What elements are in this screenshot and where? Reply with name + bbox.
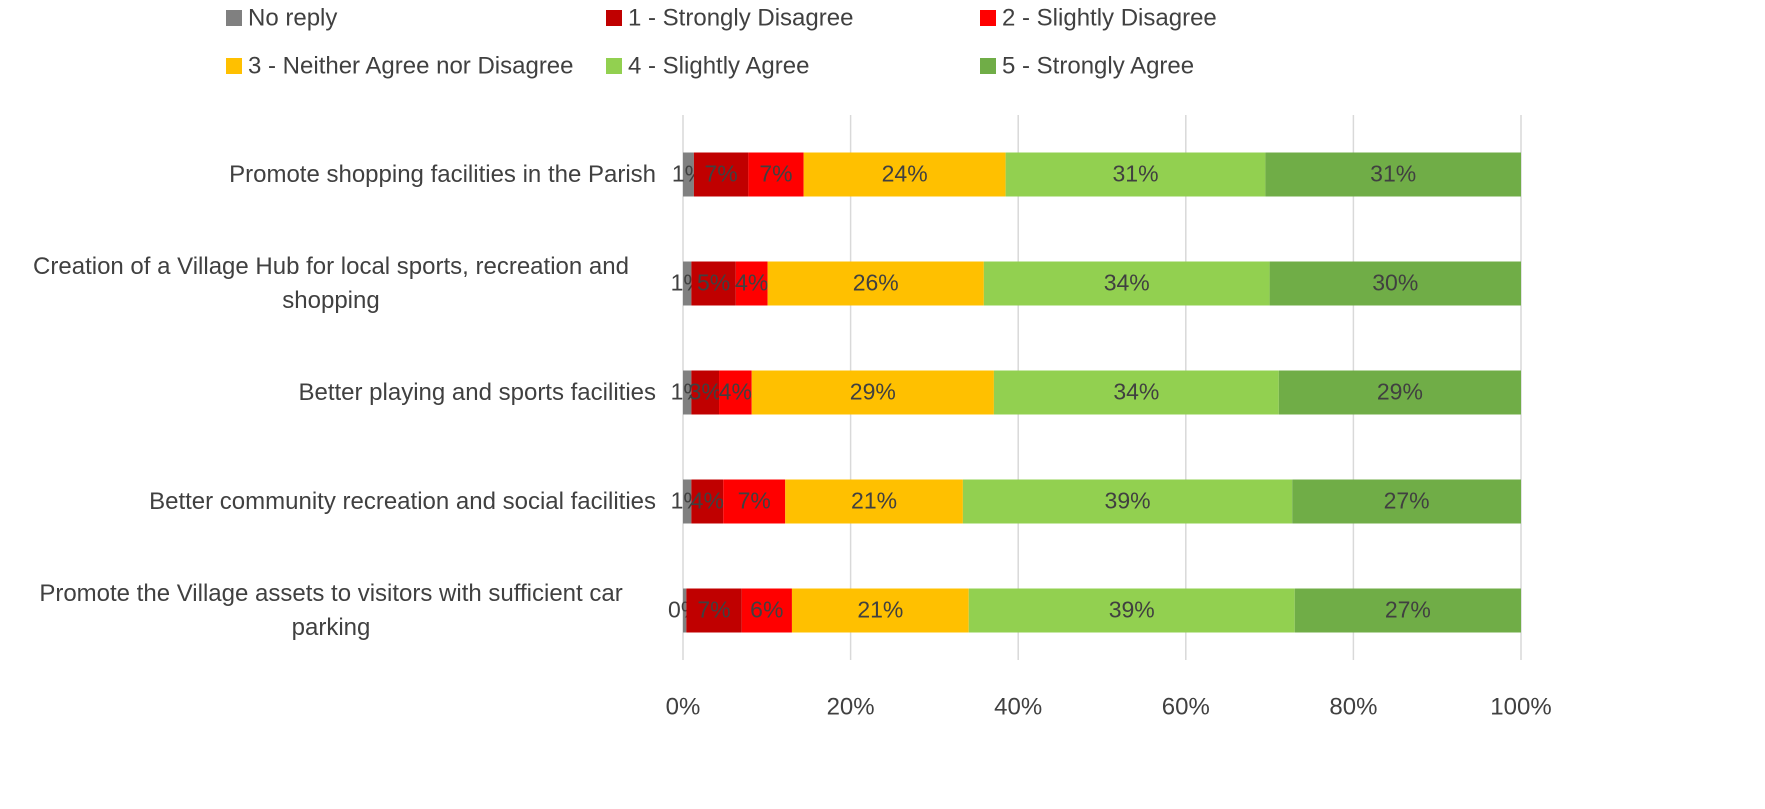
bar-segment	[962, 479, 1293, 524]
bar-segment	[735, 261, 768, 306]
data-label: 21%	[851, 488, 897, 514]
category-label: Promote the Village assets to visitors w…	[0, 577, 656, 645]
legend-label: No reply	[248, 4, 337, 31]
bar-segment	[741, 588, 792, 633]
data-label: 30%	[1372, 270, 1418, 296]
category-text: Better community recreation and social f…	[149, 487, 656, 515]
x-tick-label: 40%	[994, 693, 1042, 720]
category-label: Promote shopping facilities in the Paris…	[0, 158, 656, 192]
bar-segment	[686, 588, 742, 633]
category-text: Promote the Village assets to visitors w…	[39, 579, 623, 641]
category-text: Creation of a Village Hub for local spor…	[33, 252, 629, 314]
x-tick-label: 20%	[827, 693, 875, 720]
data-label: 26%	[853, 270, 899, 296]
legend-swatch	[980, 58, 996, 74]
x-tick-label: 100%	[1490, 693, 1551, 720]
data-label: 27%	[1385, 597, 1431, 623]
legend-label: 4 - Slightly Agree	[628, 52, 809, 79]
bar-segment	[683, 261, 692, 306]
category-text: Better playing and sports facilities	[298, 378, 656, 406]
bar-segment	[683, 152, 694, 197]
data-label: 24%	[882, 161, 928, 187]
bar-segment	[1265, 152, 1521, 197]
bar-segment	[683, 370, 692, 415]
category-label: Better community recreation and social f…	[0, 485, 656, 519]
bar-segment	[719, 370, 752, 415]
data-label: 6%	[750, 597, 783, 623]
legend-swatch	[226, 10, 242, 26]
data-label: 29%	[1377, 379, 1423, 405]
data-label: 7%	[738, 488, 771, 514]
legend-swatch	[226, 58, 242, 74]
bar-segment	[691, 261, 736, 306]
bar-segment	[693, 152, 749, 197]
bar-segment	[968, 588, 1295, 633]
bar-segment	[767, 261, 984, 306]
data-label: 29%	[850, 379, 896, 405]
bar-segment	[1005, 152, 1266, 197]
bar-segment	[683, 479, 692, 524]
legend-swatch	[606, 58, 622, 74]
data-label: 27%	[1384, 488, 1430, 514]
data-label: 7%	[705, 161, 738, 187]
data-label: 7%	[759, 161, 792, 187]
bar-segment	[983, 261, 1270, 306]
x-tick-label: 80%	[1329, 693, 1377, 720]
bar-segment	[791, 588, 969, 633]
data-label: 21%	[857, 597, 903, 623]
bar-segment	[691, 370, 720, 415]
bar-segment	[751, 370, 994, 415]
data-label: 39%	[1109, 597, 1155, 623]
legend-swatch	[980, 10, 996, 26]
category-label: Creation of a Village Hub for local spor…	[0, 250, 656, 318]
bar-segment	[785, 479, 963, 524]
data-label: 31%	[1370, 161, 1416, 187]
legend-label: 5 - Strongly Agree	[1002, 52, 1194, 79]
x-tick-label: 0%	[666, 693, 701, 720]
category-text: Promote shopping facilities in the Paris…	[229, 160, 656, 188]
bar-segment	[1269, 261, 1521, 306]
bar-segment	[1294, 588, 1521, 633]
bar-segment	[1292, 479, 1521, 524]
bar-segment	[683, 588, 687, 633]
legend-swatch	[606, 10, 622, 26]
bar-segment	[691, 479, 724, 524]
bar-segment	[803, 152, 1006, 197]
data-label: 34%	[1104, 270, 1150, 296]
data-label: 4%	[719, 379, 752, 405]
bar-segment	[723, 479, 786, 524]
data-label: 34%	[1113, 379, 1159, 405]
data-label: 4%	[691, 488, 724, 514]
data-label: 4%	[735, 270, 768, 296]
legend-label: 3 - Neither Agree nor Disagree	[248, 52, 574, 79]
x-tick-label: 60%	[1162, 693, 1210, 720]
data-label: 39%	[1105, 488, 1151, 514]
data-label: 31%	[1112, 161, 1158, 187]
data-label: 3%	[689, 379, 722, 405]
bar-segment	[1278, 370, 1521, 415]
legend-label: 2 - Slightly Disagree	[1002, 4, 1217, 31]
bar-segment	[993, 370, 1279, 415]
legend-label: 1 - Strongly Disagree	[628, 4, 853, 31]
data-label: 7%	[697, 597, 730, 623]
data-label: 5%	[697, 270, 730, 296]
category-label: Better playing and sports facilities	[0, 376, 656, 410]
bar-segment	[748, 152, 804, 197]
